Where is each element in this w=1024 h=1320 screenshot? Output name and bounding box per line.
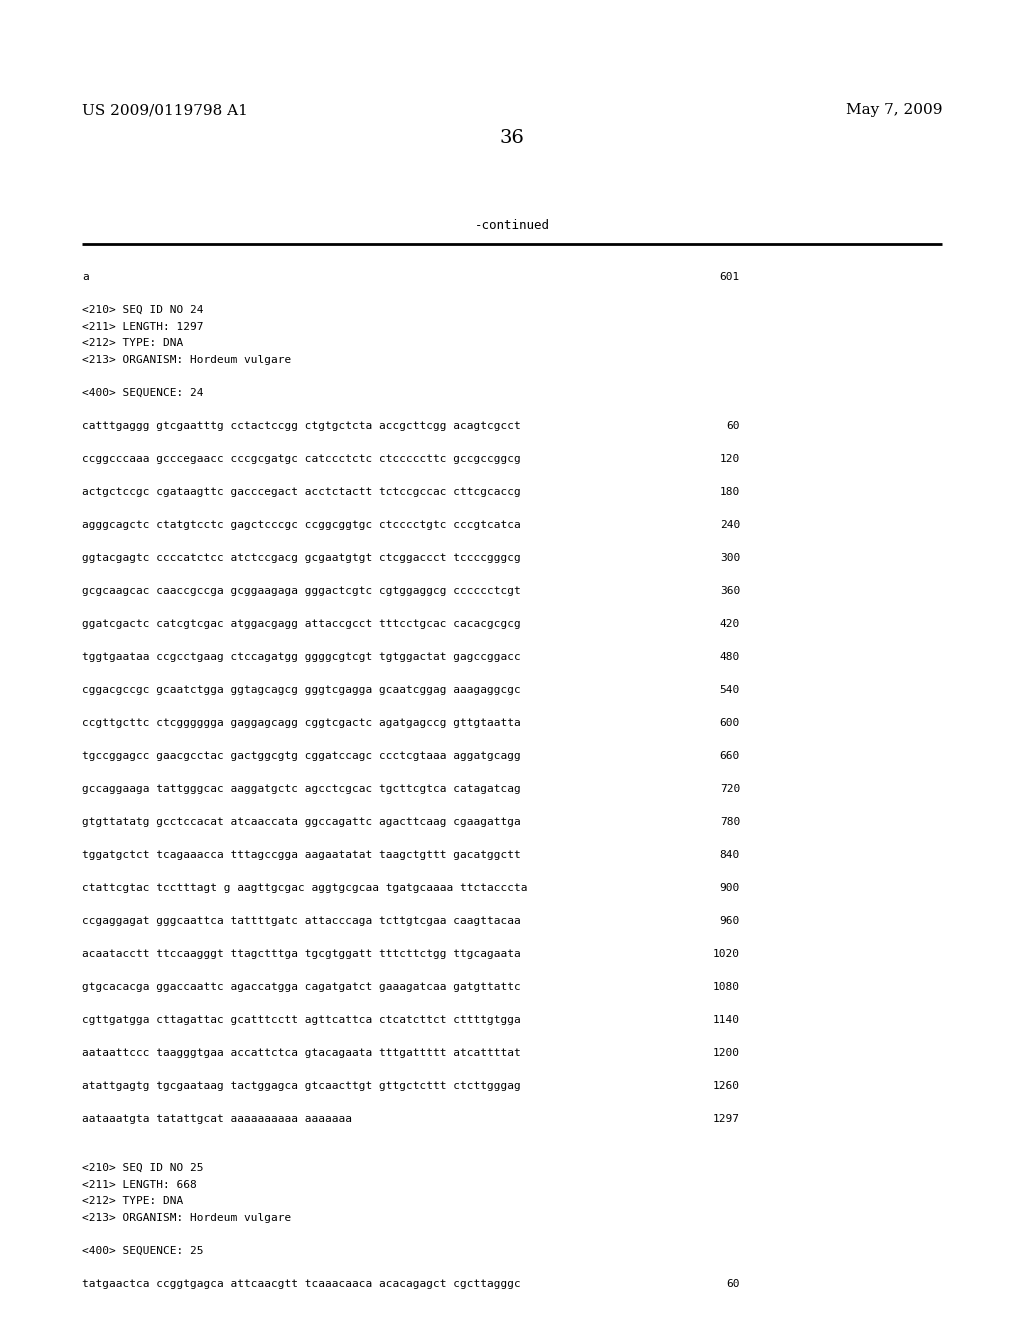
Text: 840: 840 [720,850,740,859]
Text: gtgcacacga ggaccaattc agaccatgga cagatgatct gaaagatcaa gatgttattc: gtgcacacga ggaccaattc agaccatgga cagatga… [82,982,521,991]
Text: 1200: 1200 [713,1048,740,1057]
Text: <213> ORGANISM: Hordeum vulgare: <213> ORGANISM: Hordeum vulgare [82,355,291,364]
Text: 36: 36 [500,129,524,147]
Text: May 7, 2009: May 7, 2009 [846,103,942,117]
Text: actgctccgc cgataagttc gacccegact acctctactt tctccgccac cttcgcaccg: actgctccgc cgataagttc gacccegact acctcta… [82,487,521,496]
Text: 120: 120 [720,454,740,463]
Text: agggcagctc ctatgtcctc gagctcccgc ccggcggtgc ctcccctgtc cccgtcatca: agggcagctc ctatgtcctc gagctcccgc ccggcgg… [82,520,521,529]
Text: ctattcgtac tcctttagt g aagttgcgac aggtgcgcaa tgatgcaaaa ttctacccta: ctattcgtac tcctttagt g aagttgcgac aggtgc… [82,883,527,892]
Text: catttgaggg gtcgaatttg cctactccgg ctgtgctcta accgcttcgg acagtcgcct: catttgaggg gtcgaatttg cctactccgg ctgtgct… [82,421,521,430]
Text: ggatcgactc catcgtcgac atggacgagg attaccgcct tttcctgcac cacacgcgcg: ggatcgactc catcgtcgac atggacgagg attaccg… [82,619,521,628]
Text: 240: 240 [720,520,740,529]
Text: acaatacctt ttccaagggt ttagctttga tgcgtggatt tttcttctgg ttgcagaata: acaatacctt ttccaagggt ttagctttga tgcgtgg… [82,949,521,958]
Text: 420: 420 [720,619,740,628]
Text: ggtacgagtc ccccatctcc atctccgacg gcgaatgtgt ctcggaccct tccccgggcg: ggtacgagtc ccccatctcc atctccgacg gcgaatg… [82,553,521,562]
Text: 1080: 1080 [713,982,740,991]
Text: <213> ORGANISM: Hordeum vulgare: <213> ORGANISM: Hordeum vulgare [82,1213,291,1222]
Text: gcgcaagcac caaccgccga gcggaagaga gggactcgtc cgtggaggcg cccccctcgt: gcgcaagcac caaccgccga gcggaagaga gggactc… [82,586,521,595]
Text: gccaggaaga tattgggcac aaggatgctc agcctcgcac tgcttcgtca catagatcag: gccaggaaga tattgggcac aaggatgctc agcctcg… [82,784,521,793]
Text: 720: 720 [720,784,740,793]
Text: 180: 180 [720,487,740,496]
Text: 601: 601 [720,272,740,282]
Text: tggtgaataa ccgcctgaag ctccagatgg ggggcgtcgt tgtggactat gagccggacc: tggtgaataa ccgcctgaag ctccagatgg ggggcgt… [82,652,521,661]
Text: 960: 960 [720,916,740,925]
Text: <211> LENGTH: 1297: <211> LENGTH: 1297 [82,322,204,331]
Text: 300: 300 [720,553,740,562]
Text: US 2009/0119798 A1: US 2009/0119798 A1 [82,103,248,117]
Text: 1297: 1297 [713,1114,740,1123]
Text: 660: 660 [720,751,740,760]
Text: <400> SEQUENCE: 24: <400> SEQUENCE: 24 [82,388,204,397]
Text: <400> SEQUENCE: 25: <400> SEQUENCE: 25 [82,1246,204,1255]
Text: 600: 600 [720,718,740,727]
Text: a: a [82,272,89,282]
Text: <212> TYPE: DNA: <212> TYPE: DNA [82,1196,183,1206]
Text: tgccggagcc gaacgcctac gactggcgtg cggatccagc ccctcgtaaa aggatgcagg: tgccggagcc gaacgcctac gactggcgtg cggatcc… [82,751,521,760]
Text: 900: 900 [720,883,740,892]
Text: ccggcccaaa gcccegaacc cccgcgatgc catccctctc ctcccccttc gccgccggcg: ccggcccaaa gcccegaacc cccgcgatgc catccct… [82,454,521,463]
Text: aataattccc taagggtgaa accattctca gtacagaata tttgattttt atcattttat: aataattccc taagggtgaa accattctca gtacaga… [82,1048,521,1057]
Text: gtgttatatg gcctccacat atcaaccata ggccagattc agacttcaag cgaagattga: gtgttatatg gcctccacat atcaaccata ggccaga… [82,817,521,826]
Text: <212> TYPE: DNA: <212> TYPE: DNA [82,338,183,348]
Text: 1020: 1020 [713,949,740,958]
Text: cgttgatgga cttagattac gcatttcctt agttcattca ctcatcttct cttttgtgga: cgttgatgga cttagattac gcatttcctt agttcat… [82,1015,521,1024]
Text: 1260: 1260 [713,1081,740,1090]
Text: 780: 780 [720,817,740,826]
Text: <211> LENGTH: 668: <211> LENGTH: 668 [82,1180,197,1189]
Text: 540: 540 [720,685,740,694]
Text: tatgaactca ccggtgagca attcaacgtt tcaaacaaca acacagagct cgcttagggc: tatgaactca ccggtgagca attcaacgtt tcaaaca… [82,1279,521,1288]
Text: 60: 60 [726,421,740,430]
Text: 60: 60 [726,1279,740,1288]
Text: 480: 480 [720,652,740,661]
Text: -continued: -continued [474,219,550,232]
Text: tggatgctct tcagaaacca tttagccgga aagaatatat taagctgttt gacatggctt: tggatgctct tcagaaacca tttagccgga aagaata… [82,850,521,859]
Text: ccgttgcttc ctcgggggga gaggagcagg cggtcgactc agatgagccg gttgtaatta: ccgttgcttc ctcgggggga gaggagcagg cggtcga… [82,718,521,727]
Text: ccgaggagat gggcaattca tattttgatc attacccaga tcttgtcgaa caagttacaa: ccgaggagat gggcaattca tattttgatc attaccc… [82,916,521,925]
Text: <210> SEQ ID NO 24: <210> SEQ ID NO 24 [82,305,204,315]
Text: aataaatgta tatattgcat aaaaaaaaaa aaaaaaa: aataaatgta tatattgcat aaaaaaaaaa aaaaaaa [82,1114,352,1123]
Text: 1140: 1140 [713,1015,740,1024]
Text: 360: 360 [720,586,740,595]
Text: atattgagtg tgcgaataag tactggagca gtcaacttgt gttgctcttt ctcttgggag: atattgagtg tgcgaataag tactggagca gtcaact… [82,1081,521,1090]
Text: cggacgccgc gcaatctgga ggtagcagcg gggtcgagga gcaatcggag aaagaggcgc: cggacgccgc gcaatctgga ggtagcagcg gggtcga… [82,685,521,694]
Text: <210> SEQ ID NO 25: <210> SEQ ID NO 25 [82,1163,204,1173]
